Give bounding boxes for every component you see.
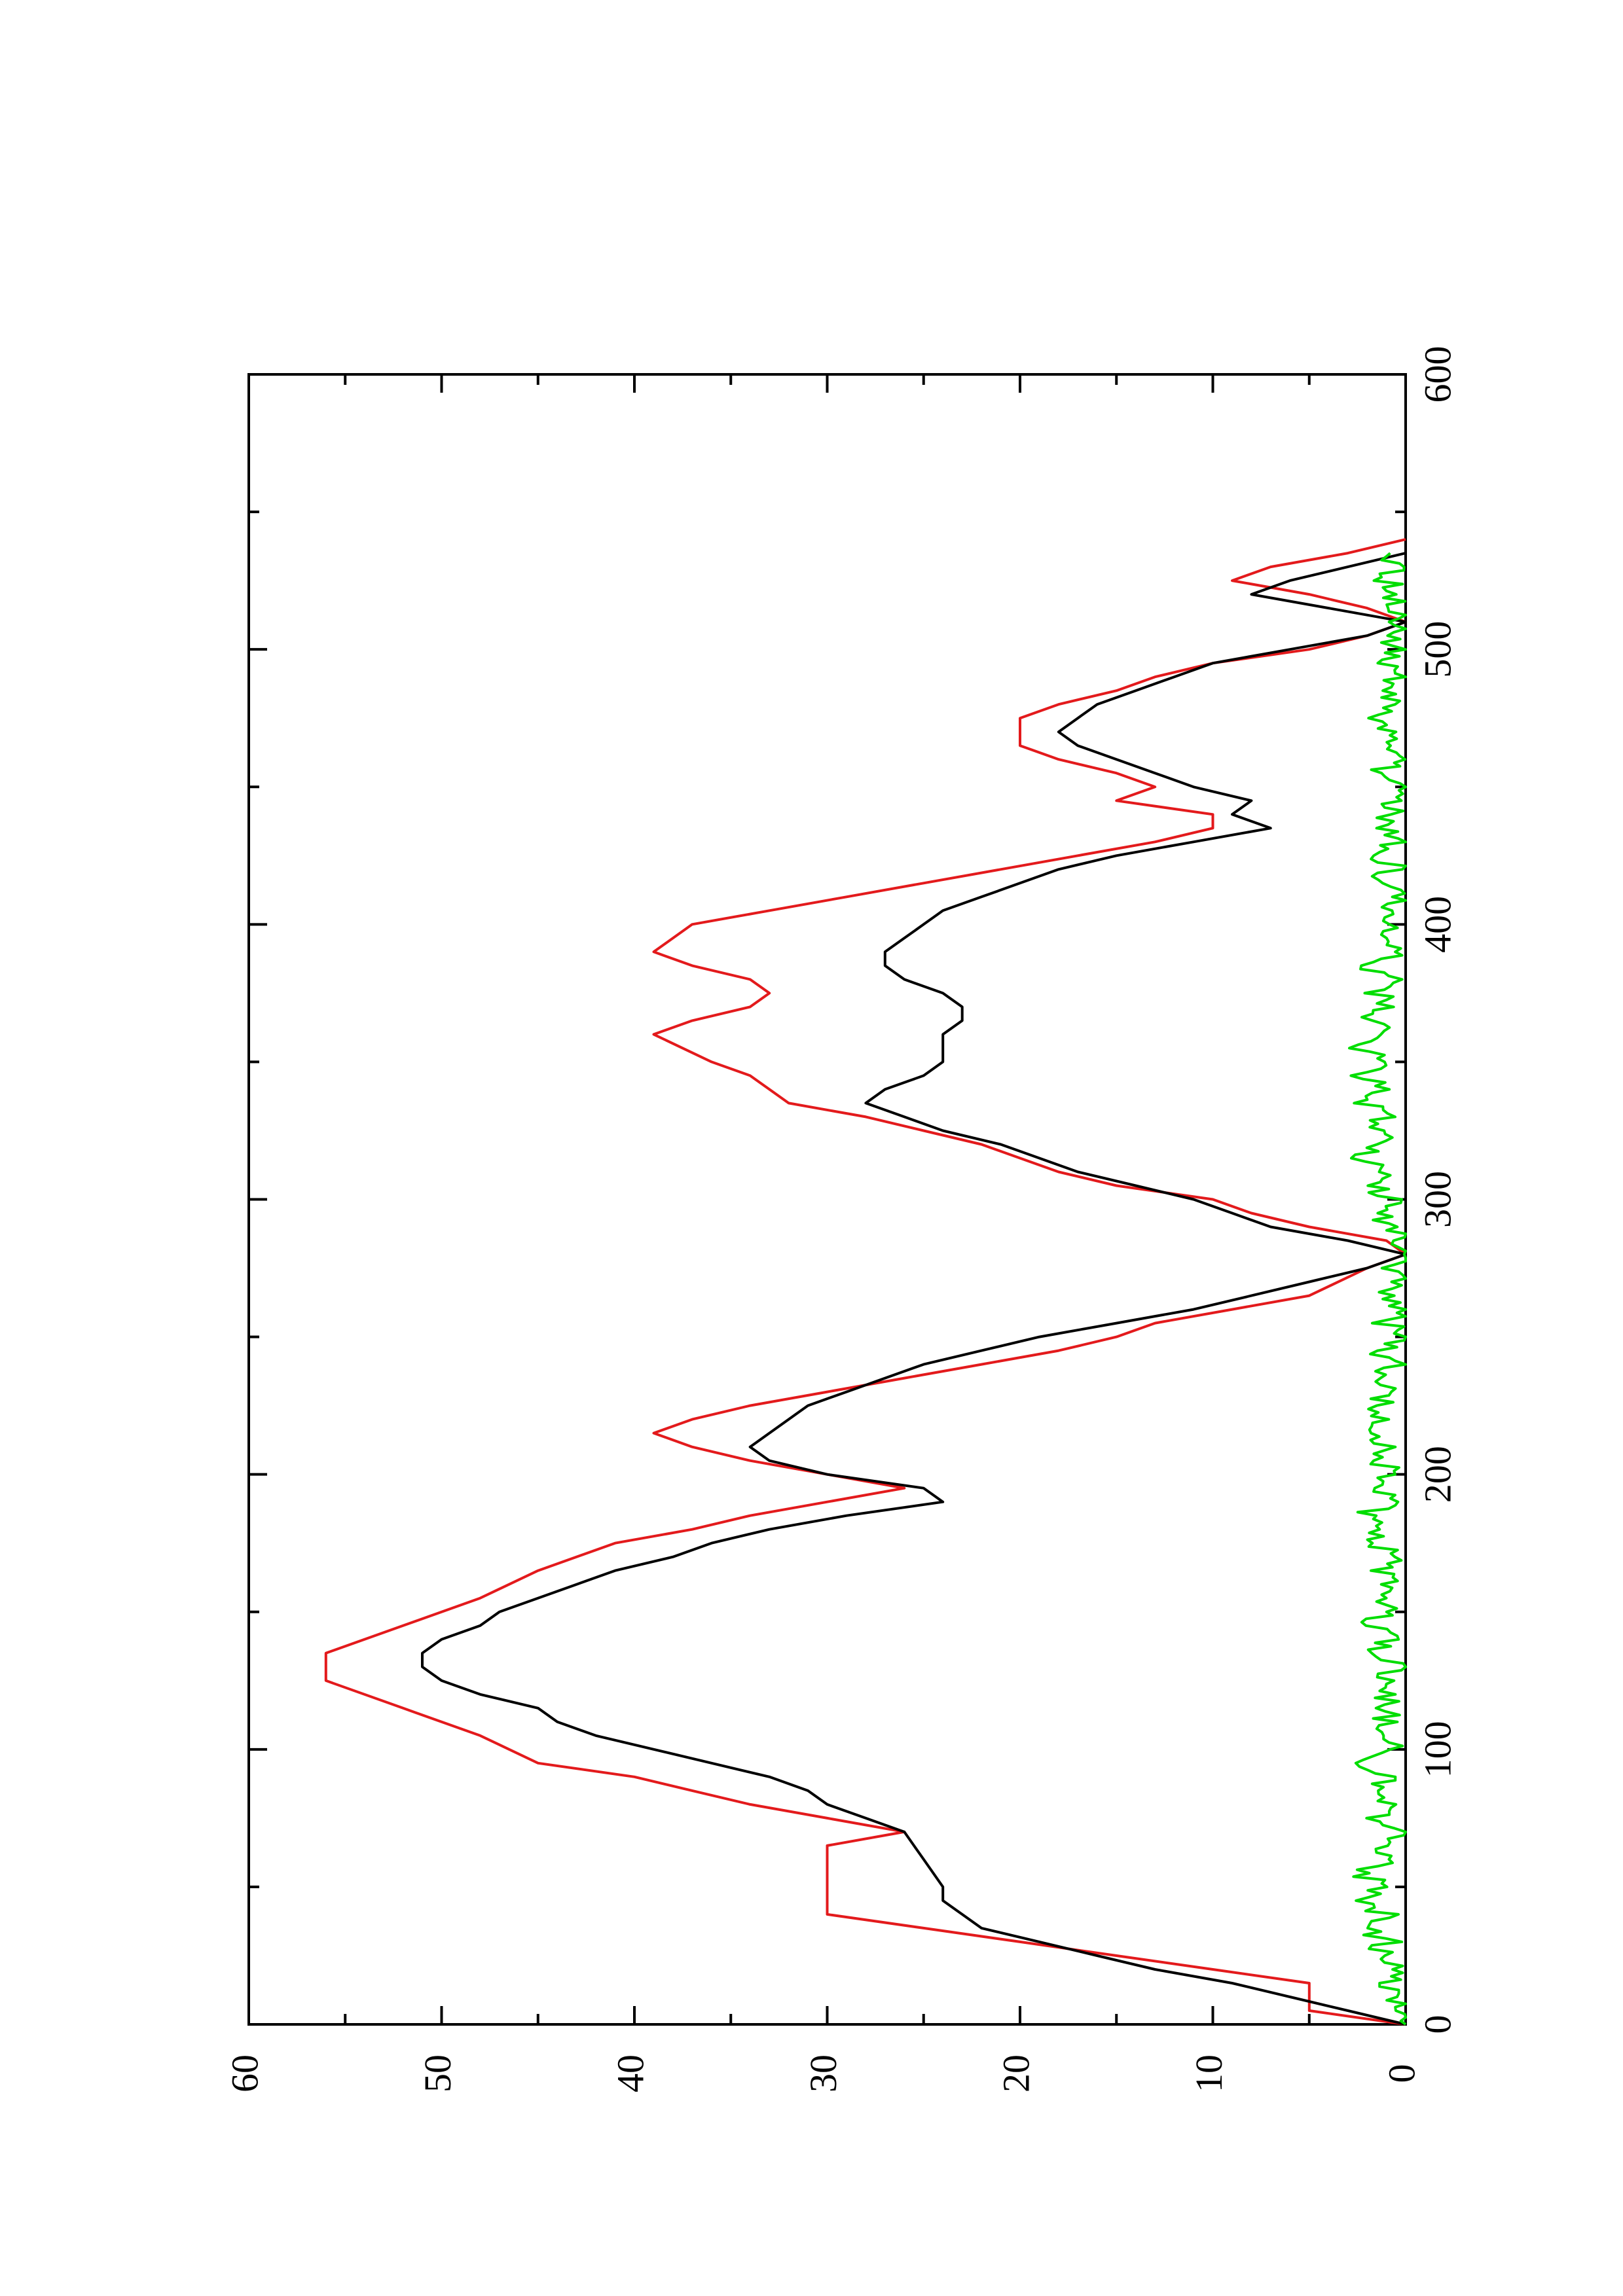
- x-tick-label: 100: [1416, 1721, 1459, 1778]
- x-tick-label: 200: [1416, 1446, 1459, 1503]
- series-line-red: [324, 538, 1407, 2026]
- x-tick-label: 500: [1416, 621, 1459, 678]
- x-tick-label: 600: [1416, 346, 1459, 403]
- axis-ticks: [247, 373, 1407, 2026]
- y-tick-label: 0: [1380, 2064, 1423, 2083]
- plot-frame: [247, 373, 1407, 2026]
- data-series: [324, 538, 1407, 2026]
- y-tick-label: 10: [1188, 2054, 1230, 2092]
- y-tick-label: 30: [802, 2054, 845, 2092]
- y-tick-label: 20: [994, 2054, 1037, 2092]
- y-tick-label: 60: [223, 2054, 266, 2092]
- x-tick-label: 0: [1416, 2015, 1459, 2034]
- series-line-green: [1348, 552, 1407, 2026]
- series-line-black: [421, 552, 1407, 2026]
- y-tick-label: 40: [609, 2054, 651, 2092]
- y-tick-label: 50: [416, 2054, 459, 2092]
- x-tick-label: 400: [1416, 896, 1459, 953]
- x-tick-label: 300: [1416, 1171, 1459, 1228]
- axis-tick-labels: 0 100 200 300 400 500 600 0 10 20 30 40 50 60: [223, 346, 1459, 2093]
